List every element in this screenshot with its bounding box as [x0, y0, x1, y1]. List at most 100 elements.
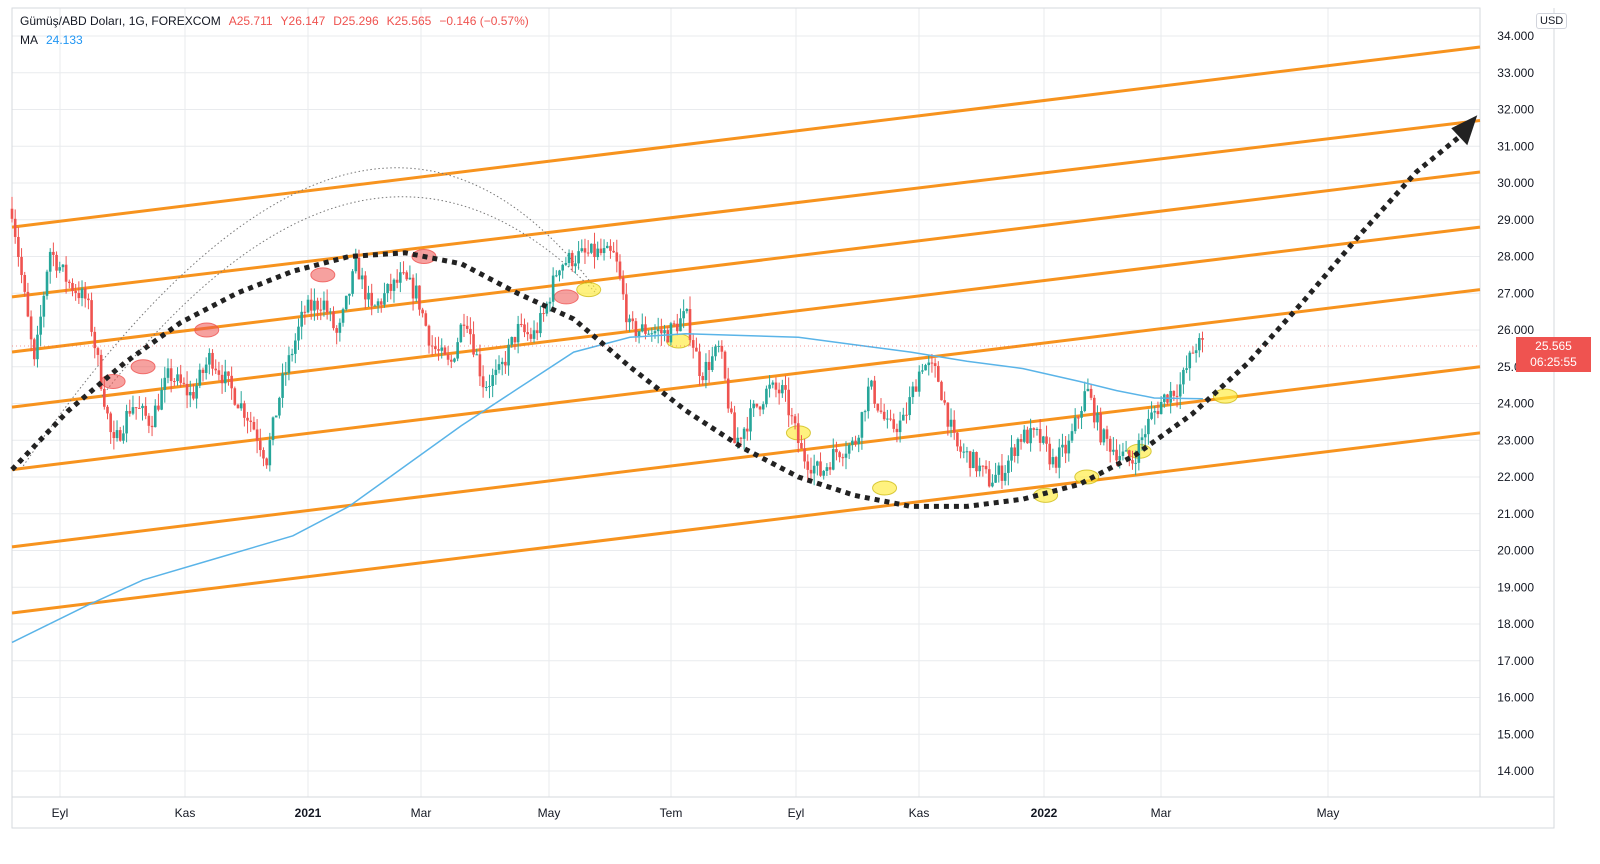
candle [523, 318, 526, 338]
candle-body [892, 419, 896, 429]
candle-body [367, 292, 370, 300]
y-tick-label: 23.000 [1497, 433, 1534, 447]
candle-body [376, 301, 380, 306]
candle-body [67, 281, 71, 284]
candle-body [602, 248, 606, 254]
candle [640, 313, 644, 333]
candle [866, 377, 870, 419]
currency-badge[interactable]: USD [1536, 13, 1568, 29]
candle-body [141, 405, 144, 409]
candle-body [354, 257, 358, 272]
candle-body [258, 440, 262, 451]
candle-body [74, 290, 77, 293]
legend-ma-value: 24.133 [46, 33, 83, 47]
last-price-tag: 25.565 06:25:55 [1516, 336, 1591, 372]
candle-body [746, 428, 749, 432]
candle-body [542, 313, 545, 315]
candle [1064, 435, 1067, 464]
candle [532, 320, 536, 343]
candle-body [484, 387, 488, 389]
candle-body [494, 369, 498, 376]
candle [157, 393, 160, 412]
candle-body [481, 376, 485, 388]
projection-curve [10, 133, 1463, 509]
candle-body [901, 414, 905, 421]
candle [1070, 423, 1074, 443]
candle-body [933, 363, 937, 366]
candle [39, 304, 42, 347]
candle-body [663, 330, 666, 334]
candle-body [583, 248, 587, 253]
candle-body [1070, 431, 1074, 441]
candle-body [1013, 447, 1016, 456]
candle [83, 281, 87, 308]
candle-body [870, 380, 873, 387]
candle-body [1118, 456, 1122, 461]
candle-body [822, 470, 826, 476]
candle-body [781, 385, 784, 394]
candle [981, 465, 985, 477]
candle-body [1099, 413, 1102, 443]
candle [542, 305, 545, 322]
candle-body [978, 465, 981, 472]
candle-body [364, 275, 367, 300]
candle-body [714, 346, 717, 357]
candle-body [147, 415, 151, 426]
candle-body [564, 263, 568, 265]
candle-body [497, 364, 501, 370]
candle-body [160, 389, 163, 410]
candle-body [634, 321, 638, 337]
candle [236, 403, 240, 409]
candle-body [268, 440, 272, 466]
candle [924, 363, 927, 371]
candle-body [488, 385, 491, 388]
candle-body [765, 388, 768, 405]
candle [367, 285, 370, 308]
candle [574, 255, 577, 274]
candle-body [10, 208, 14, 219]
candle-body [383, 293, 386, 305]
candle-body [115, 430, 119, 439]
candle [1048, 437, 1052, 471]
candle-body [1143, 434, 1147, 438]
y-tick-label: 20.000 [1497, 544, 1534, 558]
candle-body [720, 345, 724, 352]
candle [841, 453, 845, 467]
candle [1121, 442, 1125, 461]
candle [1000, 454, 1004, 489]
candle [1153, 405, 1157, 425]
candle-body [87, 298, 90, 301]
candle [746, 416, 749, 441]
candle [761, 401, 765, 415]
candle [1191, 346, 1195, 354]
candle-body [790, 415, 794, 417]
candle [631, 311, 635, 330]
candle [857, 434, 861, 453]
candle [956, 431, 959, 452]
candle [23, 271, 27, 297]
candle [822, 469, 826, 480]
candle [122, 425, 125, 444]
candle [695, 337, 698, 352]
candle-body [386, 283, 389, 294]
candle-body [631, 318, 635, 322]
candle-body [134, 407, 138, 409]
plot-frame [11, 7, 1481, 798]
candle [628, 314, 631, 332]
candle [418, 285, 421, 316]
candle-body [96, 348, 100, 355]
candle [411, 274, 415, 311]
candle-body [306, 299, 310, 313]
candle-body [1178, 384, 1182, 397]
candle-body [90, 300, 93, 332]
candle-body [838, 452, 841, 458]
candle [717, 340, 720, 353]
candle-body [211, 352, 214, 369]
candle-body [596, 248, 600, 258]
candle [446, 346, 450, 366]
candle [141, 403, 144, 421]
candle-body [752, 403, 755, 409]
candle-body [535, 330, 539, 334]
